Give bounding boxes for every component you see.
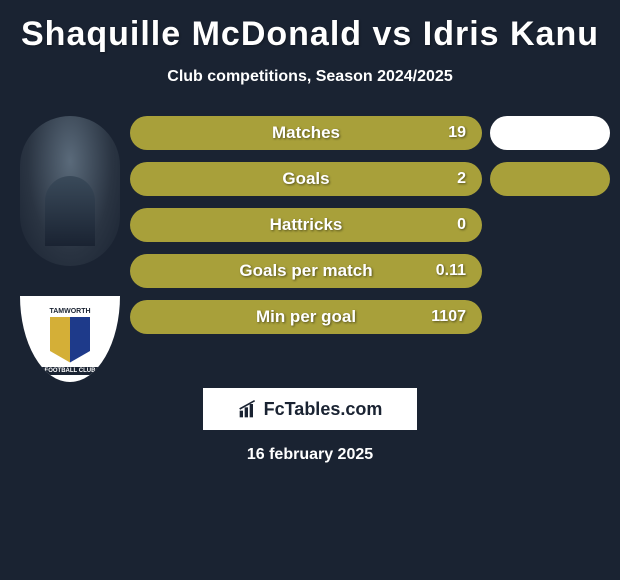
stat-row-matches: Matches 19 bbox=[130, 116, 482, 150]
stats-column: Matches 19 Goals 2 Hattricks 0 Goals per… bbox=[130, 116, 490, 382]
player-photo bbox=[20, 116, 120, 266]
stat-value: 19 bbox=[448, 116, 466, 150]
stat-row-hattricks: Hattricks 0 bbox=[130, 208, 482, 242]
right-column bbox=[490, 116, 610, 382]
stat-value: 0 bbox=[457, 208, 466, 242]
crest-club-name: TAMWORTH bbox=[49, 304, 90, 315]
main-area: TAMWORTH FOOTBALL CLUB Matches 19 Goals … bbox=[0, 116, 620, 382]
stat-value: 2 bbox=[457, 162, 466, 196]
stat-value: 0.11 bbox=[436, 254, 466, 288]
stat-label: Goals bbox=[130, 162, 482, 196]
right-pill-mpg bbox=[490, 300, 610, 334]
footer-brand-badge: FcTables.com bbox=[203, 388, 417, 430]
stat-label: Goals per match bbox=[130, 254, 482, 288]
stat-value: 1107 bbox=[431, 300, 466, 334]
subtitle: Club competitions, Season 2024/2025 bbox=[0, 68, 620, 86]
crest-shield-icon bbox=[50, 317, 90, 363]
infographic-container: Shaquille McDonald vs Idris Kanu Club co… bbox=[0, 0, 620, 392]
right-pill-matches bbox=[490, 116, 610, 150]
club-crest: TAMWORTH FOOTBALL CLUB bbox=[20, 296, 120, 382]
stat-row-goals: Goals 2 bbox=[130, 162, 482, 196]
stat-label: Hattricks bbox=[130, 208, 482, 242]
right-pill-hattricks bbox=[490, 208, 610, 242]
stat-row-goals-per-match: Goals per match 0.11 bbox=[130, 254, 482, 288]
stat-label: Min per goal bbox=[130, 300, 482, 334]
right-pill-goals bbox=[490, 162, 610, 196]
stat-row-min-per-goal: Min per goal 1107 bbox=[130, 300, 482, 334]
right-pill-gpm bbox=[490, 254, 610, 288]
left-column: TAMWORTH FOOTBALL CLUB bbox=[10, 116, 130, 382]
page-title: Shaquille McDonald vs Idris Kanu bbox=[0, 15, 620, 54]
footer-brand-text: FcTables.com bbox=[264, 399, 383, 420]
crest-club-bottom: FOOTBALL CLUB bbox=[39, 367, 102, 375]
bar-chart-icon bbox=[238, 399, 258, 419]
footer-date: 16 february 2025 bbox=[0, 446, 620, 464]
stat-label: Matches bbox=[130, 116, 482, 150]
